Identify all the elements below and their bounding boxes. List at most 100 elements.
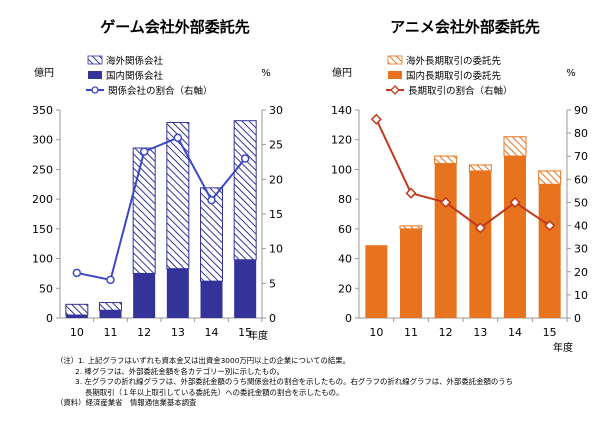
game-bar-overseas [166,121,190,270]
anime-right-tick-label: 10 [574,289,588,302]
anime-right-tick-label: 70 [574,150,588,163]
anime-title: アニメ会社外部委託先 [390,18,540,36]
anime-bar-domestic [504,156,526,318]
anime-bar-overseas [538,170,562,185]
anime-bar-overseas [434,155,458,164]
anime-x-tick-label: 12 [439,326,453,339]
game-legend-swatch-domestic [88,71,102,79]
anime-x-tick-label: 15 [543,326,557,339]
game-bar-domestic [133,273,156,318]
note-source: （資料）経済産業省 情報通信業基本調査 [56,398,197,408]
note-4: 長期取引（１年以上取引している委託先）への委託金額の割合を示したもの。 [85,387,344,397]
game-left-tick-label: 100 [32,253,53,266]
game-x-tick-label: 10 [70,326,84,339]
anime-x-tick-label: 10 [369,326,383,339]
anime-left-tick-label: 100 [331,163,352,176]
anime-bar-domestic [365,245,388,318]
game-right-tick-label: 5 [269,277,276,290]
footnotes: （注）1. 上記グラフはいずれも資本金又は出資金3000万円以上の企業についての… [56,356,611,409]
anime-legend-marker [390,85,400,95]
anime-ratio-point [544,219,556,232]
game-ratio-point [72,268,82,278]
game-left-tick-label: 250 [32,163,53,176]
anime-ratio-line [375,118,551,230]
anime-bar-overseas [468,164,492,172]
anime-left-tick-label: 60 [338,223,352,236]
game-legend-overseas: 海外関係会社 [106,55,164,67]
anime-right-tick-label: 50 [574,196,588,209]
anime-right-tick-label: 90 [574,104,588,117]
anime-ratio-point [440,196,452,209]
game-x-tick-label: 11 [104,326,118,339]
game-bar-overseas [65,303,89,316]
game-ratio-point [106,275,115,285]
anime-bar-domestic [469,170,492,318]
anime-ratio-point [370,113,382,125]
anime-bar-overseas [503,136,527,157]
anime-legend-overseas: 海外長期取引の委託先 [406,55,502,67]
game-right-tick-label: 30 [269,104,283,117]
game-ratio-point [240,154,250,163]
game-bar-overseas [233,120,257,261]
anime-left-tick-label: 20 [338,282,352,295]
anime-right-tick-label: 30 [574,243,588,256]
anime-right-unit: % [566,68,576,79]
anime-left-tick-label: 80 [338,193,352,206]
anime-ratio-point [405,187,417,199]
game-right-tick-label: 0 [269,312,276,325]
game-left-tick-label: 350 [32,104,53,117]
game-right-tick-label: 15 [269,208,283,221]
anime-ratio-point [474,222,486,234]
game-bar-domestic [166,268,189,318]
anime-legend-domestic: 国内長期取引の委託先 [406,70,502,82]
anime-bar-domestic [538,184,561,318]
game-legend-bg [84,54,232,101]
game-left-tick-label: 300 [32,134,53,147]
game-bar-overseas [132,147,156,274]
anime-left-unit: 億円 [332,66,352,79]
anime-x-tick-label: 13 [473,326,487,339]
game-ratio-point [207,195,216,205]
anime-legend-swatch-overseas [387,55,403,65]
game-legend-marker [91,86,99,94]
game-bar-domestic [200,281,223,318]
anime-right-tick-label: 80 [574,127,588,140]
anime-right-tick-label: 40 [574,220,588,233]
anime-left-tick-label: 120 [331,134,352,147]
anime-legend-bg [384,54,532,101]
game-right-tick-label: 25 [269,139,283,152]
anime-right-tick-label: 60 [574,173,588,186]
game-x-label: 年度 [248,329,268,342]
game-right-unit: % [261,68,271,79]
anime-right-tick-label: 20 [574,266,588,279]
game-ratio-point [173,133,183,142]
anime-ratio-point [509,196,521,209]
game-left-tick-label: 50 [39,282,53,295]
anime-left-tick-label: 0 [345,312,352,325]
anime-bar-domestic [400,228,422,318]
note-3: 3. 左グラフの折れ線グラフは、外部委託金額のうち関係会社の割合を示したもの。右… [75,377,514,387]
game-title: ゲーム会社外部委託先 [100,18,250,36]
game-x-tick-label: 14 [205,326,219,339]
game-bar-domestic [234,259,257,318]
anime-x-label: 年度 [553,341,573,354]
note-1: （注）1. 上記グラフはいずれも資本金又は出資金3000万円以上の企業についての… [56,356,351,365]
game-right-tick-label: 10 [269,243,283,256]
game-legend-domestic: 国内関係会社 [106,70,164,82]
game-x-tick-label: 15 [238,326,252,339]
anime-left-tick-label: 40 [338,253,352,266]
game-x-tick-label: 12 [137,326,151,339]
anime-bar-domestic [434,163,457,318]
note-2: 2. 棒グラフは、外部委託金額を各カテゴリー別に示したもの。 [75,366,284,376]
game-bar-domestic [65,315,88,318]
game-left-tick-label: 200 [32,193,53,206]
anime-x-tick-label: 11 [404,326,418,339]
game-legend-swatch-overseas [87,55,103,65]
anime-bar-overseas [399,225,423,230]
anime-legend-ratio: 長期取引の割合（右軸） [408,85,513,97]
game-bar-overseas [200,187,223,282]
game-left-tick-label: 0 [46,312,53,325]
game-left-unit: 億円 [34,66,54,79]
